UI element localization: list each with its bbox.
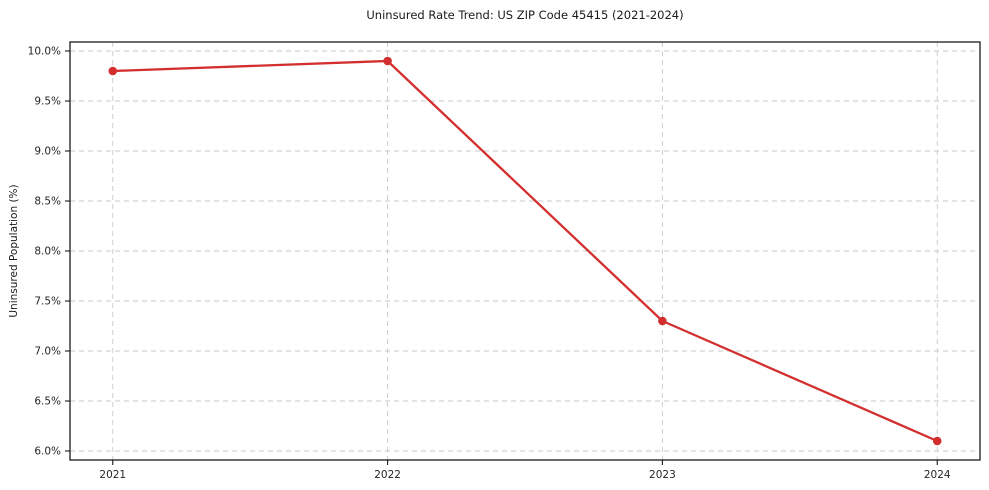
y-tick-label: 10.0% (28, 46, 61, 58)
x-tick-label: 2023 (649, 469, 676, 481)
trend-line (111, 59, 939, 443)
y-axis-label: Uninsured Population (%) (8, 184, 20, 318)
y-tick-label: 9.5% (34, 96, 61, 108)
data-point-2022 (383, 56, 392, 66)
y-tick-label: 8.0% (34, 246, 61, 258)
y-tick-label: 9.0% (34, 146, 61, 158)
chart-title: Uninsured Rate Trend: US ZIP Code 45415 … (366, 8, 684, 22)
y-tick-label: 8.5% (34, 196, 61, 208)
data-point-2024 (932, 436, 942, 446)
data-point-2023 (658, 316, 667, 326)
data-point-2021 (108, 66, 118, 76)
x-tick-label: 2021 (99, 469, 126, 481)
y-tick-label: 6.0% (34, 446, 61, 458)
x-tick-label: 2024 (924, 469, 951, 481)
y-tick-label: 6.5% (34, 396, 61, 408)
x-tick-label: 2022 (374, 469, 401, 481)
y-tick-label: 7.0% (34, 346, 61, 358)
y-tick-label: 7.5% (34, 296, 61, 308)
